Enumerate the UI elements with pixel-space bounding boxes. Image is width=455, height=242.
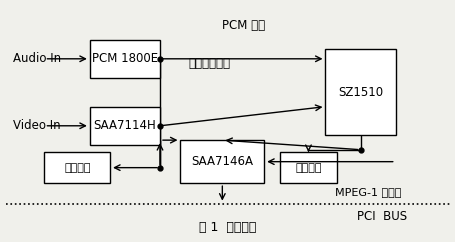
Text: 视频解码数据: 视频解码数据 bbox=[188, 57, 230, 70]
Text: 图 1  系统框图: 图 1 系统框图 bbox=[199, 221, 256, 234]
Text: 用于监听: 用于监听 bbox=[64, 163, 91, 173]
Bar bbox=[90, 107, 160, 145]
Text: SZ1510: SZ1510 bbox=[337, 86, 382, 99]
Bar bbox=[44, 152, 110, 183]
Bar bbox=[325, 49, 395, 135]
Text: 用于预览: 用于预览 bbox=[294, 163, 321, 173]
Text: Audio In: Audio In bbox=[13, 52, 61, 65]
Text: PCI  BUS: PCI BUS bbox=[356, 210, 406, 223]
Bar bbox=[279, 152, 336, 183]
Bar bbox=[180, 140, 264, 183]
Text: PCM 1800E: PCM 1800E bbox=[91, 52, 157, 65]
Text: Video In: Video In bbox=[13, 119, 60, 132]
Text: MPEG-1 数据流: MPEG-1 数据流 bbox=[334, 187, 400, 197]
Text: SAA7146A: SAA7146A bbox=[191, 155, 253, 168]
Bar bbox=[90, 40, 160, 78]
Text: PCM 数据: PCM 数据 bbox=[222, 19, 265, 32]
Text: SAA7114H: SAA7114H bbox=[93, 119, 156, 132]
